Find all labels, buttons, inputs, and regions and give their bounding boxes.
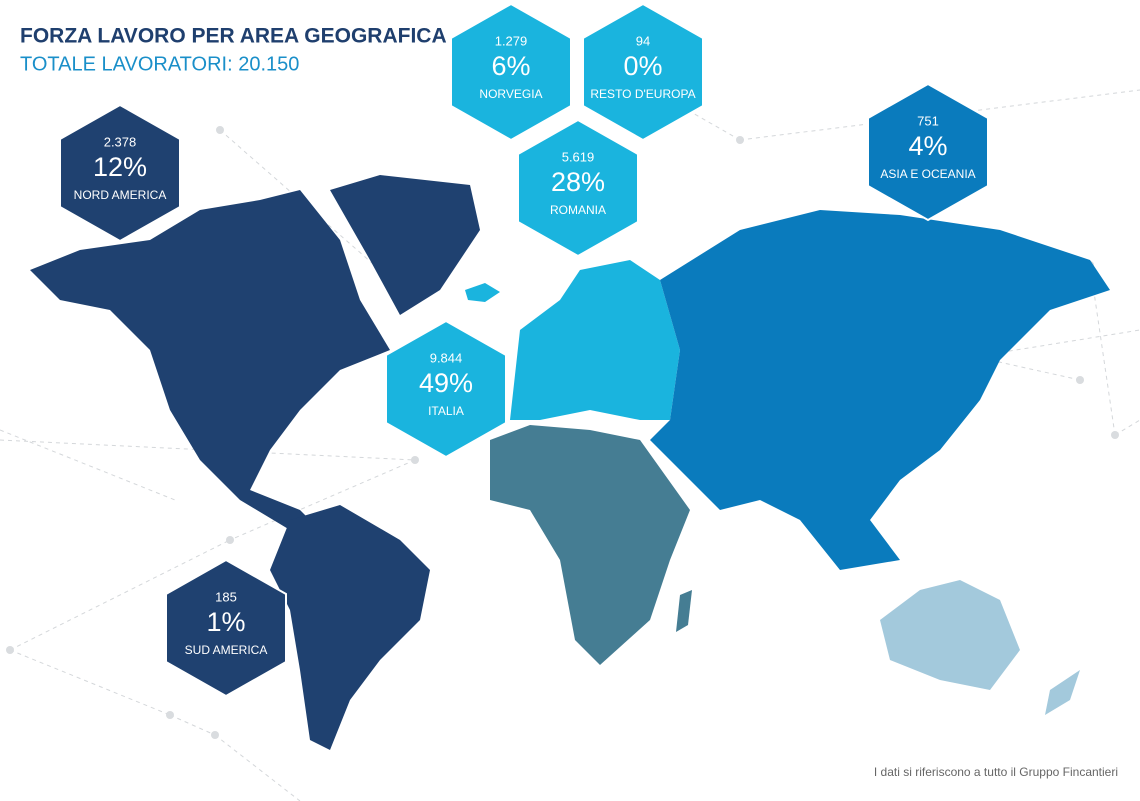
- hexagon: [59, 103, 181, 243]
- region-name: ITALIA: [428, 404, 464, 418]
- region-percent: 6%: [491, 51, 530, 81]
- region-count: 185: [215, 589, 237, 604]
- greenland: [330, 175, 480, 315]
- region-name: ROMANIA: [550, 203, 606, 217]
- region-badge: 751 4% ASIA E OCEANIA: [867, 82, 989, 222]
- hexagon: [165, 558, 287, 698]
- region-count: 1.279: [495, 33, 528, 48]
- south-america: [270, 505, 430, 750]
- europe: [510, 260, 680, 420]
- madagascar: [676, 590, 692, 632]
- new-zealand: [1045, 670, 1080, 715]
- australia: [880, 580, 1020, 690]
- hexagon: [385, 319, 507, 459]
- region-count: 751: [917, 113, 939, 128]
- africa: [490, 425, 690, 665]
- region-badge: 2.378 12% NORD AMERICA: [59, 103, 181, 243]
- region-badge: 94 0% RESTO D'EUROPA: [582, 2, 704, 142]
- region-count: 94: [636, 33, 650, 48]
- region-name: NORVEGIA: [479, 87, 542, 101]
- footnote: I dati si riferiscono a tutto il Gruppo …: [874, 765, 1118, 779]
- region-percent: 1%: [206, 607, 245, 637]
- subtitle: TOTALE LAVORATORI: 20.150: [20, 53, 299, 75]
- iceland: [465, 283, 500, 302]
- region-badge: 5.619 28% ROMANIA: [517, 118, 639, 258]
- title: FORZA LAVORO PER AREA GEOGRAFICA: [20, 25, 447, 48]
- region-percent: 0%: [623, 51, 662, 81]
- region-badge: 185 1% SUD AMERICA: [165, 558, 287, 698]
- region-name: ASIA E OCEANIA: [880, 167, 975, 181]
- asia: [650, 210, 1110, 570]
- hexagon: [582, 2, 704, 142]
- region-percent: 49%: [419, 368, 473, 398]
- region-percent: 28%: [551, 167, 605, 197]
- region-count: 2.378: [104, 134, 137, 149]
- region-count: 9.844: [430, 350, 463, 365]
- region-badge: 9.844 49% ITALIA: [385, 319, 507, 459]
- region-badge: 1.279 6% NORVEGIA: [450, 2, 572, 142]
- region-name: NORD AMERICA: [74, 188, 167, 202]
- hexagon: [867, 82, 989, 222]
- north-america: [30, 190, 390, 530]
- region-count: 5.619: [562, 149, 595, 164]
- region-name: RESTO D'EUROPA: [590, 87, 695, 101]
- region-percent: 12%: [93, 152, 147, 182]
- hexagon: [517, 118, 639, 258]
- world-map: [30, 175, 1110, 750]
- region-percent: 4%: [908, 131, 947, 161]
- region-name: SUD AMERICA: [185, 643, 268, 657]
- region-badges: 2.378 12% NORD AMERICA 1.279 6% NORVEGIA 94 0% R…: [59, 2, 989, 698]
- hexagon: [450, 2, 572, 142]
